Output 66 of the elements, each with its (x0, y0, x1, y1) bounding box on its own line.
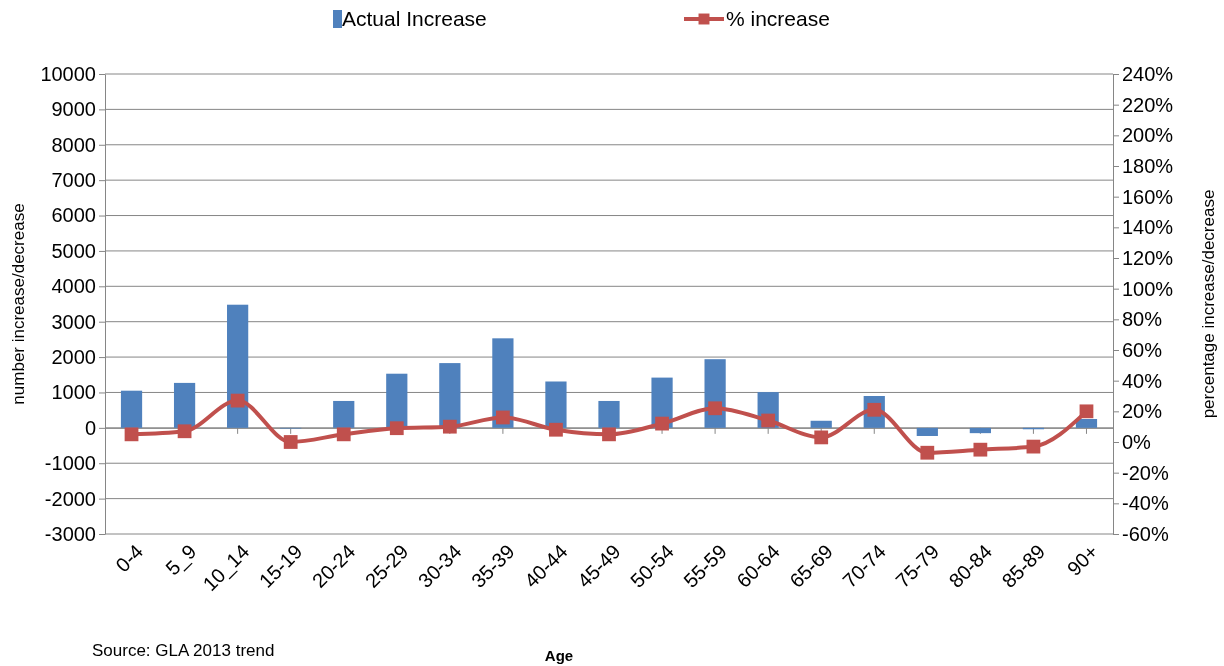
point (973, 442, 988, 457)
y2-tick-label: 120% (1122, 246, 1174, 269)
y2-tick-label: -20% (1122, 461, 1169, 484)
bar (227, 304, 249, 428)
point (496, 410, 510, 425)
point (602, 427, 616, 442)
y-tick-label: -2000 (44, 487, 96, 510)
y2-tick-label: 80% (1122, 308, 1163, 331)
bar (173, 382, 196, 428)
y-tick-label: 9000 (51, 98, 96, 121)
y2-tick-label: 160% (1122, 185, 1174, 208)
bar (598, 400, 620, 428)
y-tick-label: 3000 (51, 310, 96, 333)
legend-label: Actual Increase (342, 7, 487, 31)
y-tick-label: 2000 (51, 345, 96, 368)
x-tick-label: 90+ (1062, 540, 1103, 580)
y-tick-label: 10000 (40, 62, 96, 85)
point (655, 416, 669, 431)
y-tick-label: 8000 (51, 133, 96, 156)
y2-tick-label: 20% (1122, 400, 1163, 423)
point (230, 393, 245, 408)
bar (120, 390, 143, 428)
bar (333, 400, 355, 428)
point (124, 427, 139, 442)
y2-tick-label: -40% (1122, 492, 1169, 515)
bar (916, 427, 938, 436)
point (1079, 404, 1094, 419)
y2-tick-label: 40% (1122, 369, 1163, 392)
bar (969, 427, 991, 434)
point (389, 421, 404, 436)
y2-tick-label: 140% (1122, 216, 1174, 239)
y2-axis-title: percentage increase/decrease (1199, 189, 1218, 419)
point (761, 413, 776, 428)
bar (810, 420, 832, 428)
point (177, 424, 192, 439)
bar (1075, 419, 1098, 428)
x-axis-title: Age (544, 647, 574, 664)
y-tick-label: 0 (84, 416, 96, 439)
point (920, 445, 935, 460)
y-tick-label: 6000 (51, 204, 96, 227)
y2-tick-label: 200% (1122, 124, 1174, 147)
y-axis-title: number increase/decrease (9, 203, 28, 405)
y-tick-label: 5000 (51, 239, 96, 262)
y2-tick-label: 240% (1122, 62, 1174, 85)
point (549, 422, 563, 437)
x-tick-label: 0-4 (111, 540, 148, 577)
y2-tick-label: 180% (1122, 154, 1174, 177)
point (442, 419, 457, 434)
point (814, 430, 829, 445)
point (708, 401, 722, 416)
point (336, 427, 351, 442)
y2-tick-label: 100% (1122, 277, 1174, 300)
y2-tick-label: 0% (1122, 430, 1152, 453)
y-tick-label: -3000 (44, 522, 96, 545)
point (283, 435, 298, 449)
y2-tick-label: 220% (1122, 93, 1174, 116)
y2-tick-label: 60% (1122, 338, 1163, 361)
bar (545, 381, 567, 428)
y-tick-label: 4000 (51, 275, 96, 298)
source-note: Source: GLA 2013 trend (92, 641, 275, 660)
y2-tick-label: -60% (1122, 522, 1169, 545)
legend-label: % increase (726, 7, 830, 31)
y-tick-label: 1000 (51, 381, 96, 404)
x-tick-label: 5_9 (161, 540, 202, 581)
y-tick-label: 7000 (51, 169, 96, 192)
y-tick-label: -1000 (44, 452, 96, 475)
